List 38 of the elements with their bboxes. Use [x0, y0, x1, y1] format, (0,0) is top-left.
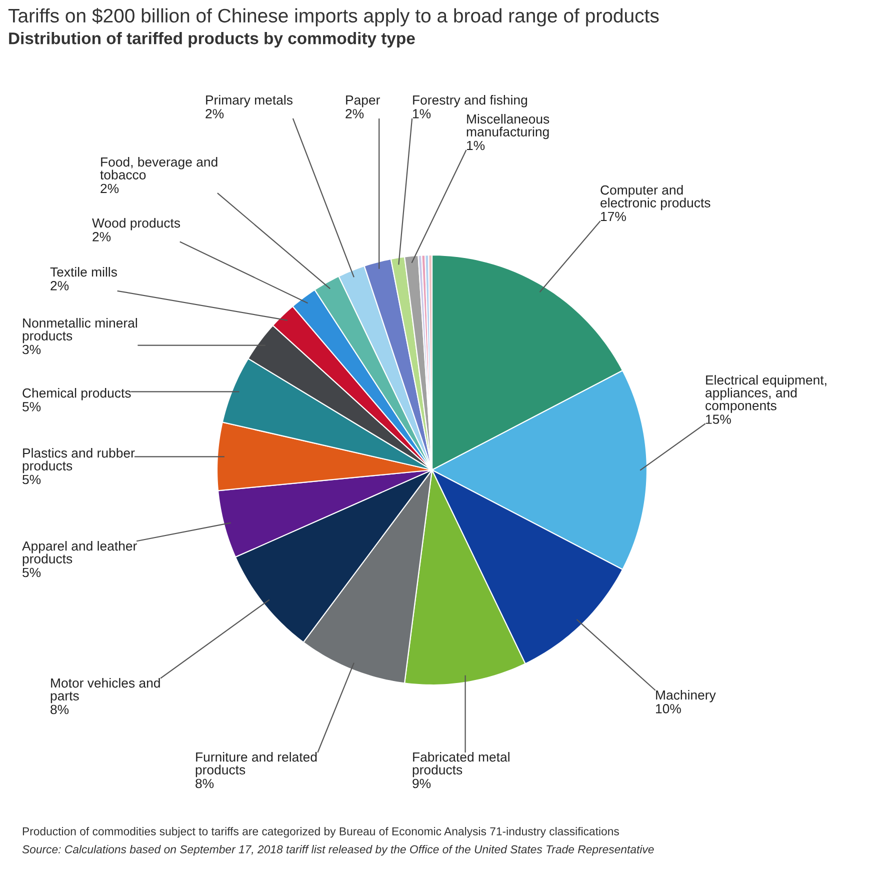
data-label: 1%: [467, 140, 485, 150]
data-label: 9%: [412, 778, 431, 788]
text: Production of commodities subject to tariffs are categorized by Bureau of Economic Analysis 71-industry classifications: [22, 827, 619, 838]
data-label: 2%: [92, 232, 111, 242]
slice-label: Apparel and leather products: [22, 541, 137, 566]
data-label: 17%: [601, 212, 626, 222]
slice-label: Wood products: [92, 218, 180, 230]
data-label: 8%: [196, 778, 214, 788]
slice-label: Nonmetallic mineral products: [22, 318, 137, 344]
data-label: 2%: [100, 184, 119, 194]
data-label: 1%: [413, 109, 431, 118]
chart-title: Tariffs on $200 billion of Chinese imports apply to a broad range of products: [8, 8, 659, 26]
slice-label: Electrical equipment, appliances, and components: [706, 375, 826, 413]
slice-label: Fabricated metal products: [412, 752, 510, 778]
data-label: 15%: [706, 414, 731, 424]
slice-label: Paper: [346, 95, 380, 108]
slice-label: Plastics and rubber products: [22, 448, 135, 474]
data-label: 5%: [22, 402, 41, 412]
data-label: 5%: [22, 474, 41, 484]
slice-label: Miscellaneous manufacturing: [466, 114, 550, 140]
slice-label: Food, beverage and tobacco: [100, 157, 218, 180]
slice-label: Forestry and fishing: [413, 95, 528, 108]
slice-label: Machinery: [656, 690, 716, 702]
data-label: 5%: [22, 568, 41, 578]
data-label: 8%: [50, 704, 69, 714]
data-label: 3%: [22, 344, 41, 354]
slice-label: Chemical products: [22, 388, 131, 400]
data-label: 10%: [656, 704, 681, 714]
data-label: 2%: [346, 109, 364, 118]
slice-label: Furniture and related products: [196, 752, 317, 778]
slice-label: Primary metals: [206, 95, 292, 108]
slice-label: Textile mills: [50, 267, 117, 277]
data-label: 2%: [206, 109, 224, 118]
data-label: 2%: [50, 281, 69, 290]
slice-label: Computer and electronic products: [600, 185, 710, 210]
slice-label: Motor vehicles and parts: [50, 678, 160, 704]
chart-subtitle: Distribution of tariffed products by commodity type: [9, 32, 415, 48]
source-note: Source: Calculations based on September 17, 2018 tariff list released by the Office of the United States Trade Representative: [22, 845, 654, 856]
